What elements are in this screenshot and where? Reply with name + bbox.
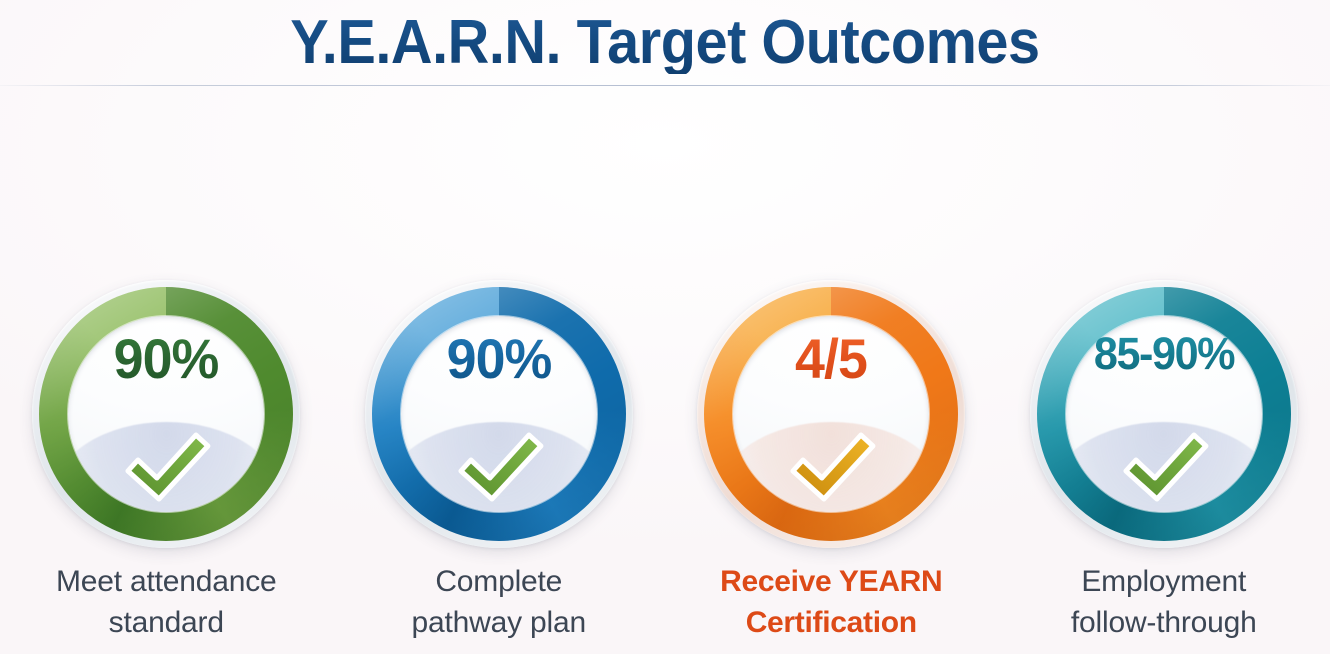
check-icon — [120, 430, 216, 506]
progress-badge: 85-90% — [1029, 280, 1298, 548]
outcome-label: Complete pathway plan — [344, 561, 654, 644]
outcome-label: Receive YEARN Certification — [676, 561, 986, 644]
progress-badge: 90% — [364, 280, 633, 548]
outcome-card-certification[interactable]: 4/5 Receive YEARN Certification — [665, 258, 998, 654]
outcome-label-line2: follow-through — [1070, 606, 1257, 640]
check-icon — [453, 430, 549, 506]
outcome-label-line2: standard — [108, 606, 224, 640]
progress-badge: 4/5 — [697, 280, 966, 548]
badge-value: 90% — [370, 330, 627, 387]
outcome-card-employment[interactable]: 85-90% Employment follow-through — [998, 258, 1330, 654]
outcome-label-line1: Complete — [435, 565, 563, 598]
outcome-card-attendance[interactable]: 90% Meet attendance standard — [0, 258, 333, 654]
outcome-label-line1: Employment — [1081, 565, 1247, 598]
check-icon — [785, 430, 881, 506]
page-title: Y.E.A.R.N. Target Outcomes — [290, 8, 1040, 77]
outcome-label-line1: Receive YEARN — [720, 565, 943, 598]
badge-value: 85-90% — [1035, 331, 1292, 376]
badge-inner-face — [1065, 316, 1262, 512]
check-icon — [1118, 430, 1214, 506]
badge-inner-face — [400, 316, 597, 512]
outcome-label: Employment follow-through — [1009, 561, 1319, 644]
outcome-label: Meet attendance standard — [11, 561, 321, 644]
page-header: Y.E.A.R.N. Target Outcomes — [0, 0, 1330, 86]
outcomes-row: 90% Meet attendance standard — [0, 258, 1330, 654]
badge-value: 4/5 — [703, 330, 960, 387]
outcome-card-pathway[interactable]: 90% Complete pathway plan — [333, 258, 666, 654]
badge-value: 90% — [38, 330, 295, 387]
outcome-label-line2: pathway plan — [411, 606, 587, 640]
progress-badge: 90% — [32, 280, 301, 548]
outcome-label-line2: Certification — [745, 606, 917, 640]
outcome-label-line1: Meet attendance — [56, 565, 277, 598]
header-divider — [0, 85, 1330, 86]
